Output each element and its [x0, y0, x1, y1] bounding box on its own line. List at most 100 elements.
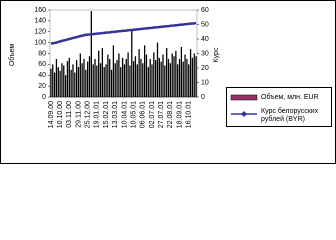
bar: [76, 60, 78, 97]
bar: [188, 64, 190, 97]
bar: [182, 61, 184, 97]
bar: [175, 50, 177, 97]
bar: [120, 67, 122, 97]
legend: Объем, млн. EUR Курс белорусских рублей …: [226, 87, 332, 127]
legend-symbols: [230, 94, 258, 117]
bar: [193, 53, 195, 97]
x-tick-label: 13.03.01: [112, 101, 119, 128]
bar: [171, 53, 173, 97]
bar: [177, 64, 179, 97]
bar: [127, 52, 129, 97]
x-tick-label: 10.04.01: [121, 101, 128, 128]
chart-svg: Объем Курс 0 20 40 60 80 100 120 140 160 0 10 20 30 4…: [0, 0, 336, 164]
bar: [61, 63, 63, 97]
bar: [98, 50, 100, 97]
y-tick-label: 60: [38, 61, 46, 68]
bar: [83, 58, 85, 97]
bar: [66, 61, 69, 97]
bar: [123, 64, 126, 97]
bar: [50, 68, 52, 97]
bar: [158, 57, 160, 97]
bar: [109, 58, 111, 97]
x-tick-label: 02.07.01: [149, 101, 156, 128]
bar: [151, 64, 153, 97]
bar: [103, 67, 105, 97]
bar: [72, 64, 74, 97]
bar: [162, 54, 164, 97]
bar: [55, 58, 58, 97]
bar: [88, 56, 91, 97]
y-tick-label: 160: [34, 7, 46, 14]
bar: [142, 63, 144, 97]
bar: [169, 63, 171, 97]
legend-marker: [241, 111, 247, 117]
bar: [189, 49, 192, 97]
bar: [164, 65, 166, 97]
bar: [79, 53, 81, 97]
bar: [125, 58, 127, 97]
x-tick-label: 18.09.01: [176, 101, 183, 128]
legend-label: Курс белорусских рублей (BYR): [261, 108, 319, 123]
bar: [64, 75, 67, 97]
bar: [112, 45, 115, 97]
bar: [178, 58, 181, 97]
bar: [195, 56, 197, 97]
y-tick-label: 20: [38, 83, 46, 90]
y2-tick-label: 20: [201, 65, 209, 72]
bar: [132, 61, 135, 97]
chart: Объем Курс 0 20 40 60 80 100 120 140 160 0 10 20 30 4…: [0, 0, 336, 164]
legend-swatch: [230, 94, 258, 101]
bar: [134, 56, 137, 97]
bar: [173, 56, 175, 97]
bar: [180, 46, 183, 97]
bar: [131, 29, 133, 97]
x-tick-label: 06.06.01: [140, 101, 147, 128]
bar: [138, 49, 140, 97]
bar: [70, 69, 72, 97]
bar: [99, 63, 102, 97]
y-tick-label: 80: [38, 50, 46, 57]
bar: [110, 69, 113, 97]
bar: [167, 58, 170, 97]
bar: [191, 57, 194, 97]
x-tick-label: 27.07.01: [158, 101, 165, 128]
y-tick-label: 0: [42, 94, 46, 101]
bar: [156, 42, 159, 97]
bar: [87, 61, 89, 97]
x-tick-label: 03.11.00: [66, 101, 73, 128]
bar: [160, 61, 162, 97]
x-tick-label: 14.09.00: [48, 101, 55, 128]
x-tick-label: 29.11.00: [75, 101, 82, 128]
bar: [140, 58, 142, 97]
y2-tick-label: 40: [201, 36, 209, 43]
y-tick-label: 100: [34, 39, 46, 46]
x-tick-label: 16.10.01: [186, 101, 193, 128]
x-tick-label: 19.01.01: [94, 101, 101, 128]
bar: [68, 57, 70, 97]
bar: [96, 65, 98, 97]
y2-tick-label: 0: [201, 94, 205, 101]
x-tick-label: 15.02.01: [103, 101, 110, 128]
bar: [81, 63, 83, 97]
bar: [153, 52, 155, 97]
bar: [118, 53, 120, 97]
bar: [186, 58, 188, 97]
bar: [114, 63, 116, 97]
x-tick-label: 25.12.00: [85, 101, 92, 128]
y-tick-label: 40: [38, 72, 46, 79]
bar: [184, 54, 186, 97]
y2-tick-label: 50: [201, 21, 209, 28]
y-tick-label: 140: [34, 18, 46, 25]
bar: [92, 64, 94, 97]
bar: [145, 54, 148, 97]
bar: [116, 60, 118, 97]
bar: [85, 69, 87, 97]
bar: [90, 11, 92, 97]
bar: [52, 64, 54, 97]
bar: [121, 57, 124, 97]
y2-axis-title: Курс: [213, 47, 220, 62]
y2-tick-label: 60: [201, 7, 209, 14]
y-axis-title: Объем: [8, 44, 16, 66]
bar: [101, 48, 104, 97]
bar: [143, 45, 146, 97]
